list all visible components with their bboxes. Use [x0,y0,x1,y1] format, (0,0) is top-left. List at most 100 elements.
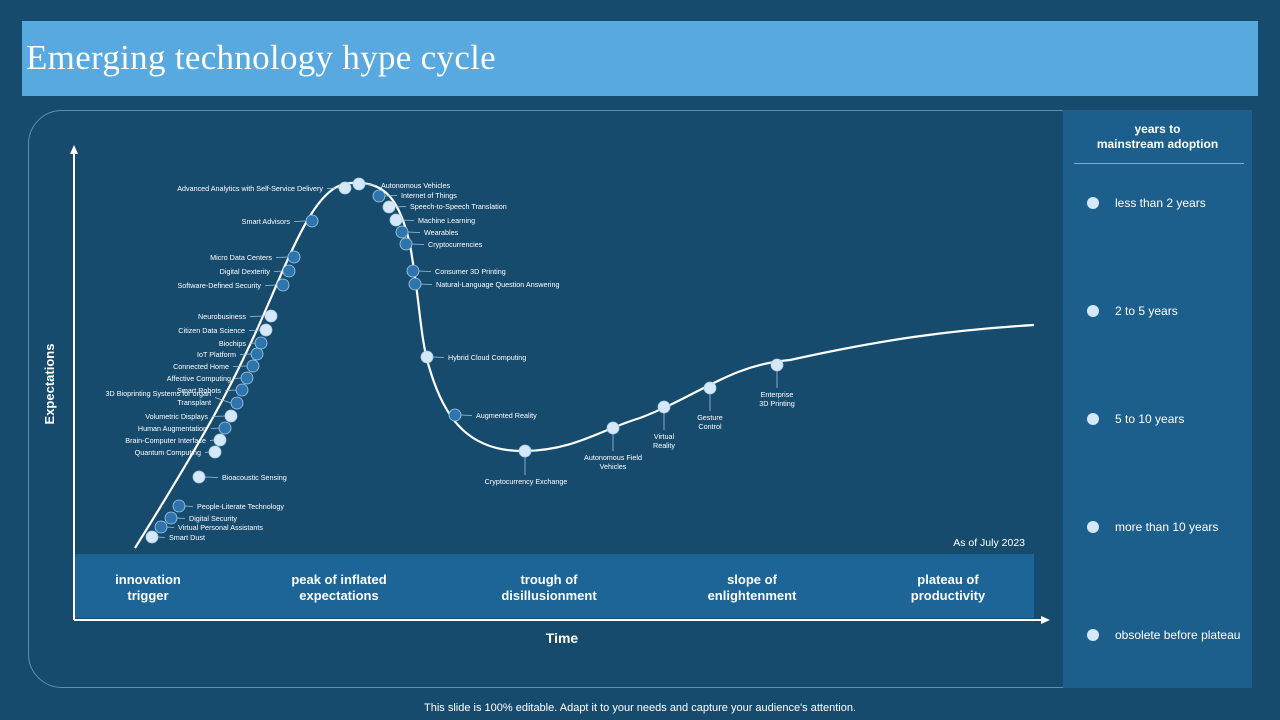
tech-dot [657,400,671,414]
tech-dot [389,213,403,227]
leader-line [214,397,232,404]
tech-label: Natural-Language Question Answering [436,280,559,289]
leader-line [326,187,340,189]
tech-label: Gesture Control [697,413,723,431]
x-axis-arrow [1041,616,1050,624]
legend-panel: years to mainstream adoption less than 2… [1063,110,1252,688]
leader-line [420,283,433,285]
leader-line [232,365,248,367]
tech-label: Machine Learning [418,216,475,225]
y-axis-arrow [70,145,78,154]
tech-point-software-defined-security: Software-Defined Security [178,278,290,292]
leader-line [249,342,256,344]
tech-label: Connected Home [173,362,229,371]
tech-label: Digital Security [189,514,237,523]
leader-line [176,517,186,519]
tech-point-natural-language-question-answering: Natural-Language Question Answering [408,277,559,291]
legend-divider [1074,163,1244,164]
legend-label: 5 to 10 years [1115,412,1185,426]
hype-curve [134,181,1035,549]
tech-dot [408,277,422,291]
tech-dot [208,445,222,459]
tech-label: Citizen Data Science [178,326,245,335]
tech-dot [399,237,413,251]
tech-label: Autonomous Field Vehicles [584,453,642,471]
tech-label: Virtual Reality [653,432,675,450]
y-axis-label: Expectations [42,343,57,425]
leader-line [157,536,166,538]
legend-dot-icon [1087,413,1099,425]
tech-point-smart-advisors: Smart Advisors [242,214,319,228]
tech-point-enterprise-3d-printing: Enterprise 3D Printing [759,358,795,408]
legend-item-more-than-10: more than 10 years [1087,518,1252,538]
tech-point-virtual-personal-assistants: Virtual Personal Assistants [154,520,263,534]
tech-label: Speech-to-Speech Translation [410,202,507,211]
tech-point-gesture-control: Gesture Control [697,381,723,431]
tech-point-autonomous-field-vehicles: Autonomous Field Vehicles [584,421,642,471]
leader-line [418,270,432,272]
tech-label: Brain-Computer Interface [125,436,206,445]
tech-point-advanced-analytics-with-self-service-delivery: Advanced Analytics with Self-Service Del… [177,181,352,195]
tech-label: Internet of Things [401,191,457,200]
tech-dot [254,336,268,350]
tech-label: Virtual Personal Assistants [178,523,263,532]
tech-label: Smart Robots [177,386,221,395]
tech-point-speech-to-speech-translation: Speech-to-Speech Translation [382,200,507,214]
tech-point-augmented-reality: Augmented Reality [448,408,537,422]
tech-dot [235,383,249,397]
tech-dot [770,358,784,372]
legend-label: more than 10 years [1115,520,1219,534]
leader-line [432,356,445,358]
leader-line [239,353,252,355]
tech-dot [338,181,352,195]
page-title: Emerging technology hype cycle [26,38,497,77]
tech-label: Augmented Reality [476,411,537,420]
tech-point-bioacoustic-sensing: Bioacoustic Sensing [192,470,287,484]
tech-label: Hybrid Cloud Computing [448,353,526,362]
tech-label: People-Literate Technology [197,502,284,511]
tech-dot [282,264,296,278]
tech-dot [264,309,278,323]
tech-label: Biochips [219,339,247,348]
tech-point-cryptocurrency-exchange: Cryptocurrency Exchange [485,444,567,486]
phase-label-peak: peak of inflated expectations [291,572,387,603]
tech-point-internet-of-things: Internet of Things [372,189,457,203]
tech-point-autonomous-vehicles: Autonomous Vehicles [352,177,451,191]
tech-point-affective-computing: Affective Computing [167,371,254,385]
leader-line [384,195,398,197]
tech-dot [218,421,232,435]
tech-point-digital-dexterity: Digital Dexterity [220,264,296,278]
phase-label-trough: trough of disillusionment [501,572,597,603]
tech-label: Advanced Analytics with Self-Service Del… [177,184,323,193]
leader-line [209,439,215,441]
leader-line [364,183,378,186]
tech-dot [406,264,420,278]
tech-dot [145,530,159,544]
tech-dot [172,499,186,513]
tech-label: Neurobusiness [198,312,246,321]
tech-label: Digital Dexterity [220,267,271,276]
tech-label: Bioacoustic Sensing [222,473,287,482]
leader-line [211,415,226,417]
leader-line [249,315,266,317]
legend-item-obsolete: obsolete before plateau [1087,626,1252,646]
leader-line [184,505,194,507]
leader-line [460,414,473,416]
tech-label: Affective Computing [167,374,231,383]
legend-label: less than 2 years [1115,196,1206,210]
leader-line [204,476,219,478]
tech-label: Cryptocurrencies [428,240,483,249]
footer-note: This slide is 100% editable. Adapt it to… [424,702,856,714]
tech-point-machine-learning: Machine Learning [389,213,475,227]
tech-point-micro-data-centers: Micro Data Centers [210,250,301,264]
leader-line [166,526,175,528]
phase-label-innovation-trigger: innovation trigger [115,572,181,603]
tech-dot [606,421,620,435]
tech-dot [305,214,319,228]
tech-dot [213,433,227,447]
legend-dot-icon [1087,197,1099,209]
tech-dot [287,250,301,264]
tech-point-3d-bioprinting-systems-for-organ-transplant: 3D Bioprinting Systems for organ Transpla… [106,389,244,410]
tech-point-neurobusiness: Neurobusiness [198,309,278,323]
tech-dot [240,371,254,385]
